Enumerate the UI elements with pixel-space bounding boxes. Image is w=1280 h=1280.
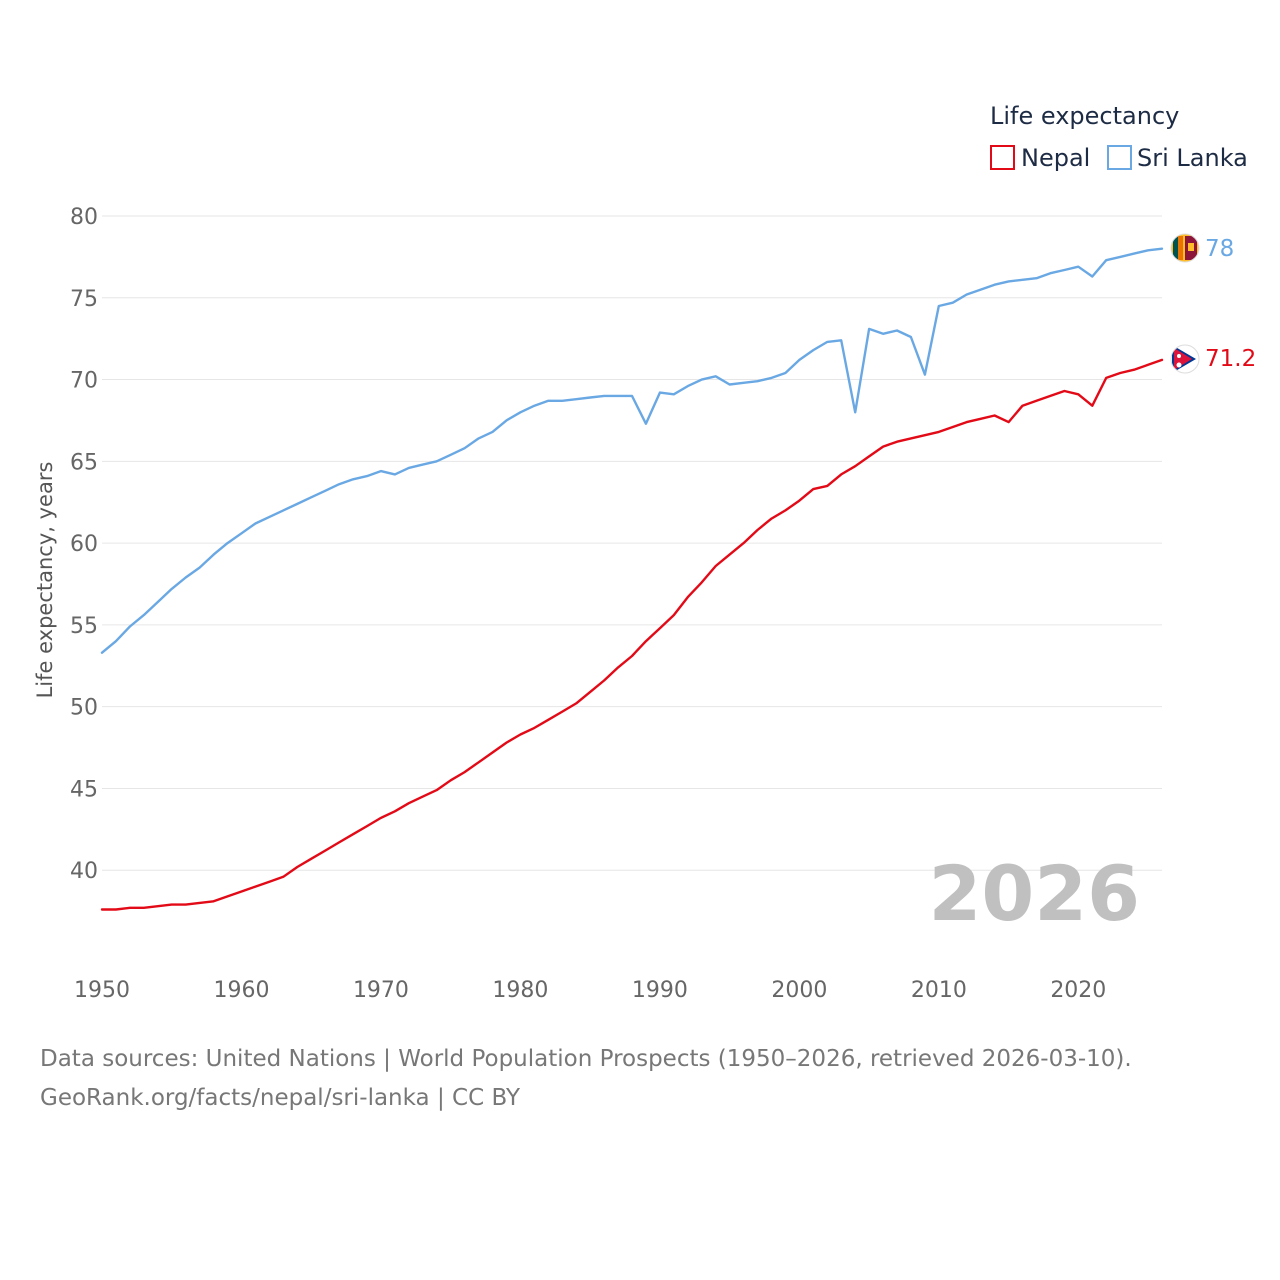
legend-swatch-nepal: [990, 145, 1015, 170]
y-tick-label-45: 45: [70, 777, 98, 802]
nepal-flag-icon: [1171, 345, 1199, 373]
x-tick-label-1980: 1980: [492, 978, 548, 1003]
legend-item-nepal[interactable]: Nepal: [990, 144, 1090, 172]
x-tick-label-1950: 1950: [74, 978, 130, 1003]
x-tick-label-1960: 1960: [213, 978, 269, 1003]
series-lines: [100, 247, 1164, 911]
grid-lines: [102, 215, 1162, 871]
y-tick-label-60: 60: [70, 532, 98, 557]
source-note: Data sources: United Nations | World Pop…: [40, 1040, 1240, 1118]
y-tick-label-70: 70: [70, 369, 98, 394]
source-line-1: Data sources: United Nations | World Pop…: [40, 1046, 1132, 1072]
x-tick-label-1970: 1970: [353, 978, 409, 1003]
year-watermark: 2026: [928, 849, 1140, 938]
y-axis-label: Life expectancy, years: [33, 462, 57, 699]
y-tick-label-80: 80: [70, 205, 98, 230]
legend-title: Life expectancy: [990, 102, 1179, 130]
series-line-sri-lanka[interactable]: [100, 247, 1164, 654]
nepal-flag-ring: [1170, 344, 1200, 374]
y-tick-label-75: 75: [70, 287, 98, 312]
life-expectancy-chart: 40 45 50 55 60 65 70 75 80 1950 1960 1970 1980 1990 2…: [33, 102, 1256, 1003]
legend-item-sri-lanka[interactable]: Sri Lanka: [1107, 144, 1248, 172]
legend-swatch-sri-lanka: [1107, 145, 1132, 170]
sri-lanka-flag-ring: [1170, 233, 1200, 263]
y-tick-label-55: 55: [70, 614, 98, 639]
series-line-nepal[interactable]: [100, 358, 1164, 911]
end-label-sri-lanka: 78: [1205, 236, 1234, 262]
x-tick-label-2010: 2010: [911, 978, 967, 1003]
legend: Life expectancy Nepal Sri Lanka: [990, 102, 1248, 172]
y-axis-ticks: 40 45 50 55 60 65 70 75 80: [70, 205, 98, 884]
x-axis-ticks: 1950 1960 1970 1980 1990 2000 2010 2020: [74, 978, 1106, 1003]
end-label-nepal: 71.2: [1205, 346, 1256, 372]
y-tick-label-40: 40: [70, 859, 98, 884]
x-tick-label-2020: 2020: [1050, 978, 1106, 1003]
sri-lanka-flag-icon: [1171, 234, 1199, 262]
legend-label-sri-lanka: Sri Lanka: [1137, 144, 1248, 172]
legend-label-nepal: Nepal: [1021, 144, 1090, 172]
y-tick-label-50: 50: [70, 696, 98, 721]
source-line-2[interactable]: GeoRank.org/facts/nepal/sri-lanka | CC B…: [40, 1085, 521, 1111]
x-tick-label-1990: 1990: [632, 978, 688, 1003]
y-tick-label-65: 65: [70, 450, 98, 475]
x-tick-label-2000: 2000: [771, 978, 827, 1003]
